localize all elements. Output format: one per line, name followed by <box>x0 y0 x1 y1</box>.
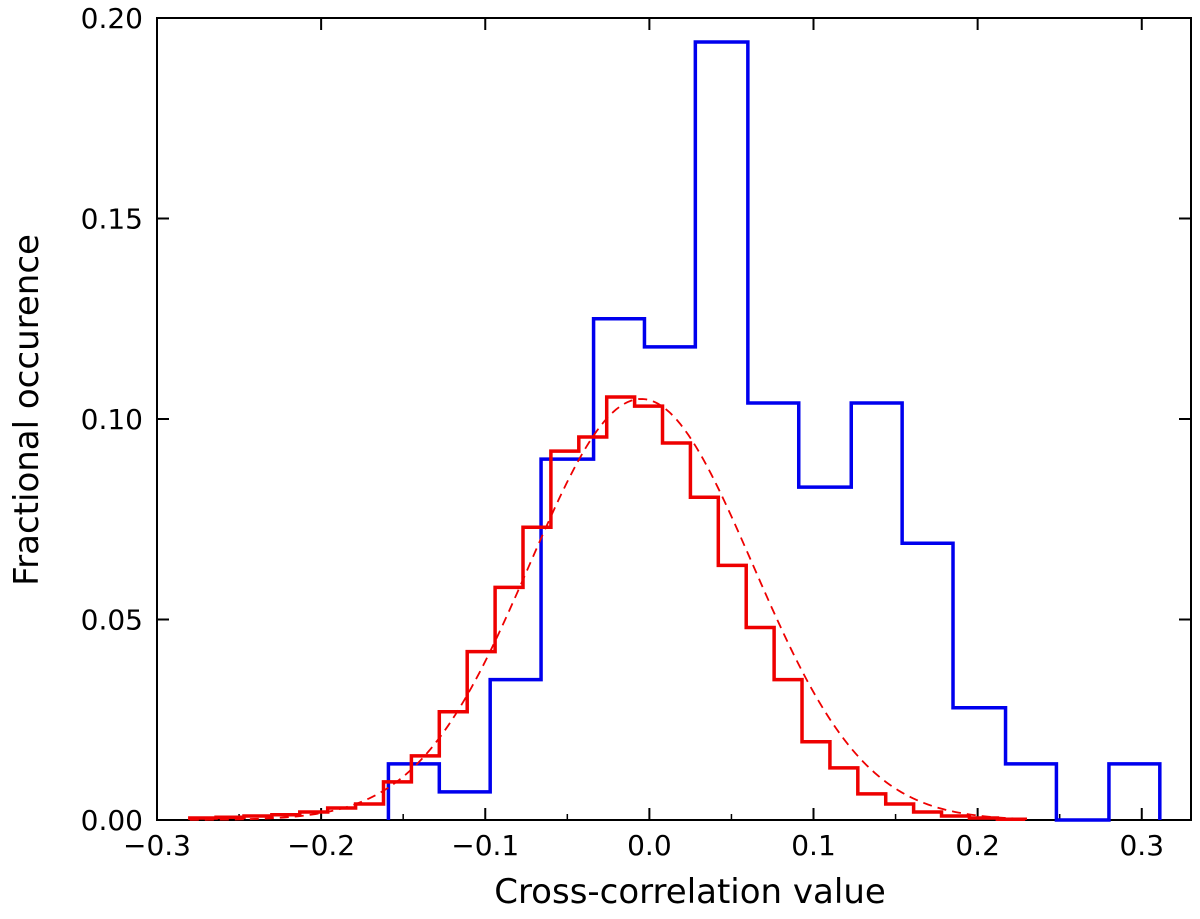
x-tick-label: −0.3 <box>123 829 191 862</box>
x-tick-label: −0.1 <box>451 829 519 862</box>
axis-ticks <box>156 17 1191 821</box>
x-axis-label: Cross-correlation value <box>494 872 886 912</box>
x-tick-label: 0.3 <box>1119 829 1164 862</box>
y-tick-label: 0.20 <box>81 2 143 35</box>
plot-frame <box>156 17 1192 821</box>
y-tick-label: 0.15 <box>81 203 143 236</box>
y-tick-label: 0.00 <box>81 804 143 837</box>
series-simulated-step <box>188 395 1027 821</box>
series-gaussian-fit-curve <box>189 398 1027 821</box>
y-tick-label: 0.05 <box>81 604 143 637</box>
tick-labels: −0.3 −0.2 −0.1 0.0 0.1 0.2 0.3 0.00 0.05 0.10 0.15… <box>81 2 1164 862</box>
x-tick-label: 0.2 <box>955 829 1000 862</box>
y-tick-label: 0.10 <box>81 403 143 436</box>
x-tick-label: −0.2 <box>287 829 355 862</box>
series-observed-step <box>386 40 1162 822</box>
series-layer <box>188 40 1162 822</box>
x-tick-label: 0.1 <box>791 829 836 862</box>
y-axis-label: Fractional occurence <box>7 234 47 586</box>
x-tick-label: 0.0 <box>627 829 672 862</box>
